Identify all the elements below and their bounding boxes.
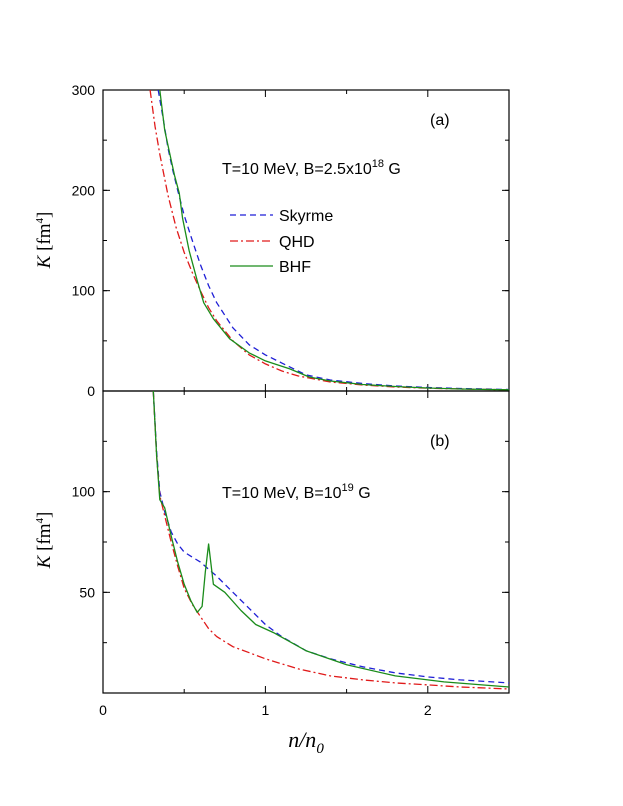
panel-b: 50 100 0 1 2 (b) T=10 MeV, B=1019 G K [fm4] bbox=[34, 390, 510, 718]
panel-a-ytick-label: 200 bbox=[72, 182, 96, 198]
panel-a-ytick-label: 0 bbox=[87, 383, 95, 399]
legend-label-skyrme: Skyrme bbox=[279, 208, 333, 225]
panel-a-lines bbox=[149, 90, 509, 391]
legend-label-qhd: QHD bbox=[279, 234, 315, 251]
panel-b-xtick-label: 2 bbox=[424, 702, 432, 718]
panel-a-series-bhf bbox=[159, 90, 509, 391]
panel-b-series-qhd bbox=[152, 391, 509, 690]
panel-b-ylabel: K [fm4] bbox=[34, 512, 55, 570]
panel-b-xtick-label: 0 bbox=[99, 702, 107, 718]
panel-b-label: (b) bbox=[430, 433, 450, 450]
panel-b-xtick-label: 1 bbox=[262, 702, 270, 718]
panel-a-ytick-label: 100 bbox=[72, 283, 96, 299]
legend-label-bhf: BHF bbox=[279, 259, 311, 276]
panel-b-lines bbox=[152, 391, 509, 690]
panel-a-label: (a) bbox=[430, 112, 450, 129]
legend: Skyrme QHD BHF bbox=[230, 208, 333, 276]
panel-b-ticks: 50 100 0 1 2 bbox=[72, 391, 509, 718]
panel-a-ytick-label: 300 bbox=[72, 82, 96, 98]
panel-a-series-qhd bbox=[149, 90, 509, 391]
panel-a-ticks: 0 100 200 300 bbox=[72, 82, 509, 399]
panel-a: 0 100 200 300 (a) T=10 MeV, B=2.5x1018 G Sk… bbox=[34, 82, 510, 399]
panel-b-series-skyrme bbox=[152, 391, 509, 684]
panel-b-ytick-label: 50 bbox=[79, 584, 95, 600]
panel-b-series-bhf bbox=[152, 391, 509, 688]
panel-a-ylabel: K [fm4] bbox=[34, 212, 55, 270]
panel-b-annotation: T=10 MeV, B=1019 G bbox=[222, 482, 371, 502]
panel-a-annotation: T=10 MeV, B=2.5x1018 G bbox=[222, 158, 401, 178]
panel-a-series-skyrme bbox=[157, 90, 509, 391]
panel-b-ytick-label: 100 bbox=[72, 484, 96, 500]
x-axis-label: n/n0 bbox=[288, 727, 324, 757]
